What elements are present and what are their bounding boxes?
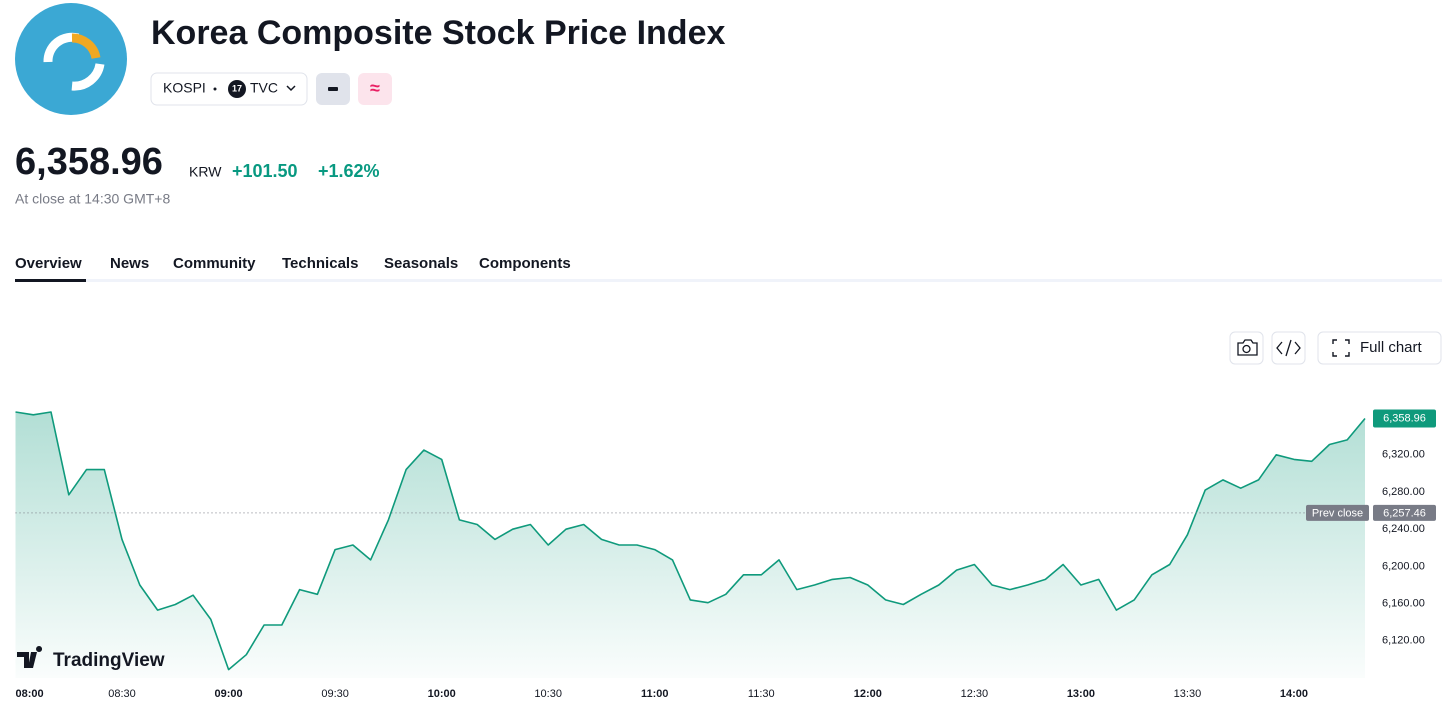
x-tick-label: 09:00 — [215, 688, 243, 700]
index-badge[interactable] — [358, 73, 392, 105]
x-tick-label: 14:00 — [1280, 688, 1308, 700]
logo — [15, 3, 127, 115]
tab[interactable]: Seasonals — [384, 255, 458, 272]
chart: 6,120.00 6,160.00 6,200.00 6,240.00 6,280.00… — [15, 409, 1436, 700]
y-tick-label: 6,120.00 — [1382, 635, 1425, 647]
embed-icon — [1276, 339, 1301, 357]
watermark-text: TradingView — [53, 650, 165, 671]
prev-close-badge — [1373, 504, 1436, 521]
symbol: KOSPI — [163, 80, 206, 96]
full-chart-label: Full chart — [1360, 339, 1423, 356]
line — [15, 411, 1366, 671]
price: 6,358.96 — [15, 141, 163, 183]
x-tick-label: 11:00 — [641, 688, 669, 700]
camera-icon — [1237, 339, 1258, 356]
camera-lens — [1242, 344, 1251, 354]
watermark-logo — [17, 646, 43, 668]
x-tick-label: 08:00 — [16, 688, 44, 700]
x-tick-label: 10:00 — [428, 688, 456, 700]
prev-close-name: Prev close — [1312, 507, 1363, 519]
area — [15, 412, 1365, 678]
title: Korea Composite Stock Price Index — [151, 14, 725, 52]
tab[interactable]: News — [110, 255, 149, 272]
tabs-divider — [15, 279, 1442, 282]
snapshot-button[interactable] — [1229, 331, 1264, 365]
x-tick-label: 10:30 — [534, 688, 562, 700]
index-icon: ≈ — [370, 78, 380, 98]
y-tick-label: 6,160.00 — [1382, 597, 1425, 609]
exchange: TVC — [250, 80, 278, 96]
y-tick-label: 6,280.00 — [1382, 486, 1425, 498]
tab[interactable]: Technicals — [282, 255, 358, 272]
type-icon — [328, 87, 338, 91]
chevron — [286, 85, 296, 92]
x-tick-label: 12:30 — [961, 688, 989, 700]
y-tick-label: 6,200.00 — [1382, 560, 1425, 572]
tab[interactable]: Components — [479, 255, 571, 272]
change: +101.50 — [232, 161, 298, 181]
prev-close-name-badge — [1306, 504, 1369, 521]
exchange-icon — [228, 80, 246, 98]
x-tick-label: 11:30 — [748, 688, 775, 700]
last-value-badge — [1373, 409, 1436, 428]
currency: KRW — [189, 164, 222, 180]
x-tick-label: 08:30 — [108, 688, 136, 700]
tab-underline — [15, 279, 86, 282]
exchange-icon-text: 17 — [232, 83, 242, 93]
x-tick-label: 13:30 — [1174, 688, 1202, 700]
status: At close at 14:30 GMT+8 — [15, 191, 170, 207]
fullscreen-icon — [1332, 339, 1350, 357]
y-tick-label: 6,240.00 — [1382, 523, 1425, 535]
last-value-label: 6,358.96 — [1383, 412, 1426, 424]
x-tick-label: 09:30 — [321, 688, 349, 700]
watermark: TradingView — [17, 646, 165, 671]
dot — [213, 87, 217, 91]
prev-close-label: 6,257.46 — [1383, 507, 1426, 519]
change-percent: +1.62% — [318, 161, 380, 181]
x-tick-label: 12:00 — [854, 688, 882, 700]
tab[interactable]: Community — [173, 255, 256, 272]
x-tick-label: 13:00 — [1067, 688, 1095, 700]
y-tick-label: 6,320.00 — [1382, 449, 1425, 461]
tab[interactable]: Overview — [15, 255, 82, 272]
